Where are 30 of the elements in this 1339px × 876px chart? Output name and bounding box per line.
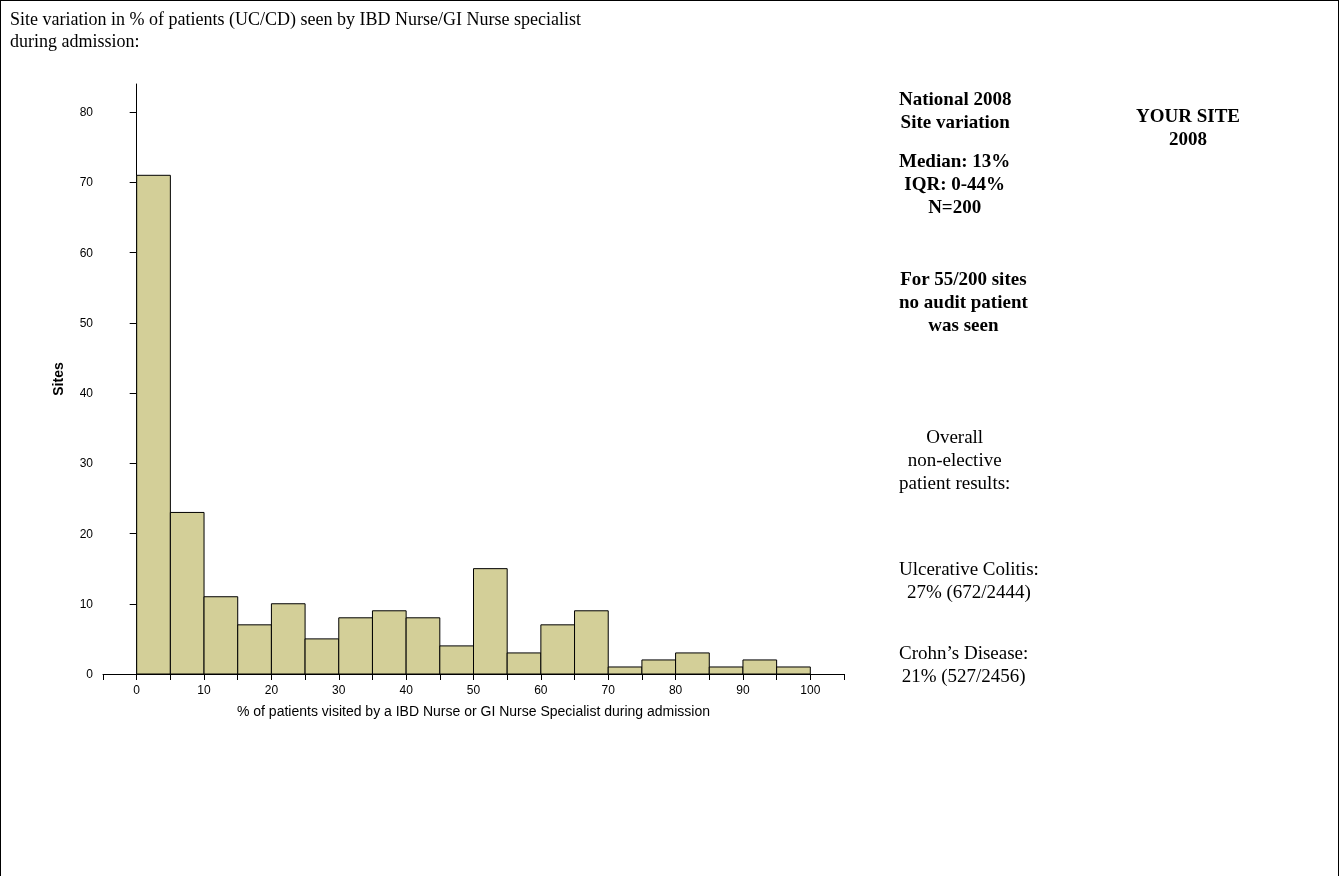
y-axis-title: Sites xyxy=(50,362,66,396)
text: Median: 13% IQR: 0-44% N=200 xyxy=(899,150,1011,217)
y-tick-label: 60 xyxy=(79,245,94,260)
text: National 2008 Site variation xyxy=(898,88,1012,132)
x-tick-label: 70 xyxy=(601,683,616,697)
x-tick-label: 90 xyxy=(736,683,750,697)
text: Ulcerative Colitis: 27% (672/2444) xyxy=(899,558,1039,603)
chart-title: Site variation in % of patients (UC/CD) seen by IBD Nurse/GI Nurse specialist during admission: xyxy=(10,9,581,51)
y-tick-label: 10 xyxy=(79,596,94,611)
x-tick-label: 60 xyxy=(534,683,548,697)
x-tick-label: 100 xyxy=(800,683,821,697)
text: YOUR SITE 2008 xyxy=(1136,105,1240,149)
y-tick-label: 80 xyxy=(79,105,94,120)
x-tick-label: 10 xyxy=(197,683,212,697)
x-tick-label: 50 xyxy=(466,683,481,697)
x-tick-label: 30 xyxy=(332,683,346,697)
x-axis-title: % of patients visited by a IBD Nurse or GI Nurse Specialist during admission xyxy=(236,703,711,719)
text: Crohn’s Disease: 21% (527/2456) xyxy=(899,642,1029,687)
y-tick-label: 30 xyxy=(79,456,94,471)
y-tick-label: 50 xyxy=(79,315,94,330)
y-tick-label: 20 xyxy=(79,526,94,541)
text: Overall non-elective patient results: xyxy=(899,426,1011,493)
x-tick-label: 80 xyxy=(668,683,683,697)
y-tick-label: 70 xyxy=(79,175,94,190)
x-tick-label: 40 xyxy=(399,683,414,697)
x-tick-label: 20 xyxy=(264,683,279,697)
text: For 55/200 sites no audit patient was seen xyxy=(899,268,1029,335)
y-tick-label: 0 xyxy=(86,667,94,681)
y-tick-label: 40 xyxy=(79,386,94,401)
x-tick-label: 0 xyxy=(133,683,141,697)
